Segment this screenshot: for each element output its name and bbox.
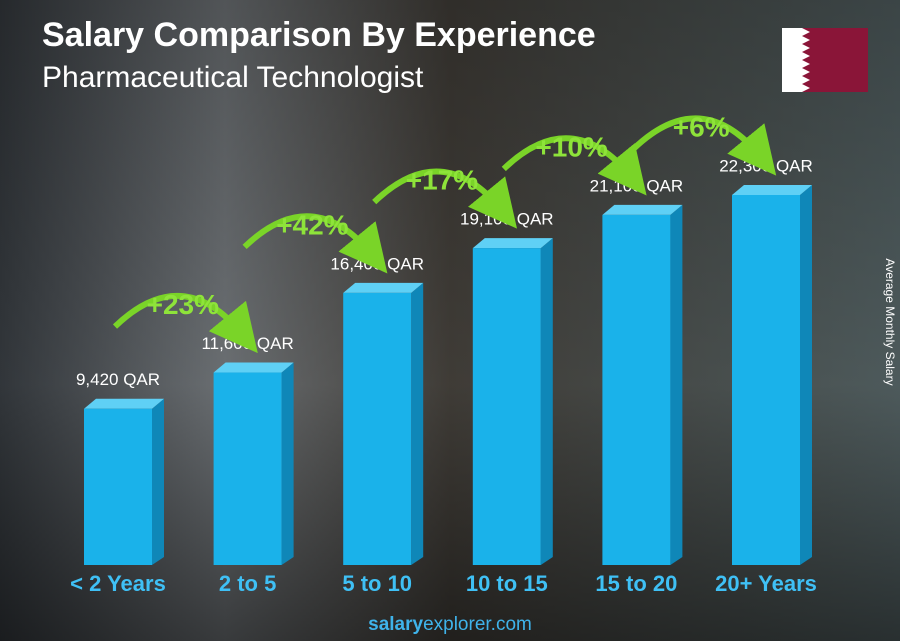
bar bbox=[343, 292, 412, 565]
change-arrow bbox=[112, 292, 258, 354]
chart-subtitle: Pharmaceutical Technologist bbox=[42, 61, 424, 94]
bar-side bbox=[540, 238, 553, 565]
bar-side bbox=[411, 282, 424, 565]
bar bbox=[84, 408, 152, 565]
change-label: +23% bbox=[147, 289, 219, 320]
x-tick-label: 2 to 5 bbox=[219, 571, 276, 596]
change-label: +6% bbox=[673, 111, 730, 142]
change-arrow bbox=[631, 115, 777, 176]
bar-side bbox=[152, 398, 164, 565]
chart-title: Salary Comparison By Experience bbox=[42, 16, 596, 54]
value-label: 9,420 QAR bbox=[76, 370, 160, 389]
change-label: +10% bbox=[535, 131, 607, 162]
bar-top bbox=[213, 362, 294, 373]
change-label: +17% bbox=[406, 164, 478, 195]
bar-top bbox=[343, 282, 424, 293]
bar-top bbox=[472, 238, 553, 249]
x-tick-label: < 2 Years bbox=[70, 571, 166, 596]
y-axis-label: Average Monthly Salary bbox=[883, 258, 897, 385]
x-tick-label: 5 to 10 bbox=[342, 571, 412, 596]
change-label: +42% bbox=[276, 209, 348, 240]
footer-domain: explorer.com bbox=[423, 614, 532, 635]
bar bbox=[472, 248, 541, 565]
value-label: 21,100 QAR bbox=[590, 176, 684, 195]
change-arrow bbox=[372, 168, 518, 229]
bar bbox=[602, 214, 671, 565]
change-arrow bbox=[242, 213, 388, 274]
bar-side bbox=[800, 185, 812, 565]
bar-top bbox=[84, 398, 164, 409]
bar-top bbox=[732, 185, 812, 195]
bar-side bbox=[281, 362, 294, 565]
bar bbox=[732, 195, 800, 565]
bar-side bbox=[670, 204, 683, 565]
footer: salaryexplorer.com bbox=[368, 614, 532, 635]
flag bbox=[782, 28, 868, 92]
bar-top bbox=[602, 204, 683, 215]
value-label: 19,100 QAR bbox=[460, 210, 554, 229]
value-label: 16,400 QAR bbox=[330, 254, 424, 273]
x-tick-label: 15 to 20 bbox=[595, 571, 677, 596]
value-label: 22,300 QAR bbox=[719, 156, 813, 175]
change-arrow bbox=[501, 135, 647, 196]
x-tick-label: 10 to 15 bbox=[466, 571, 548, 596]
x-tick-label: 20+ Years bbox=[715, 571, 817, 596]
footer-brand: salary bbox=[368, 614, 423, 635]
bar bbox=[213, 372, 282, 565]
value-label: 11,600 QAR bbox=[201, 334, 293, 353]
